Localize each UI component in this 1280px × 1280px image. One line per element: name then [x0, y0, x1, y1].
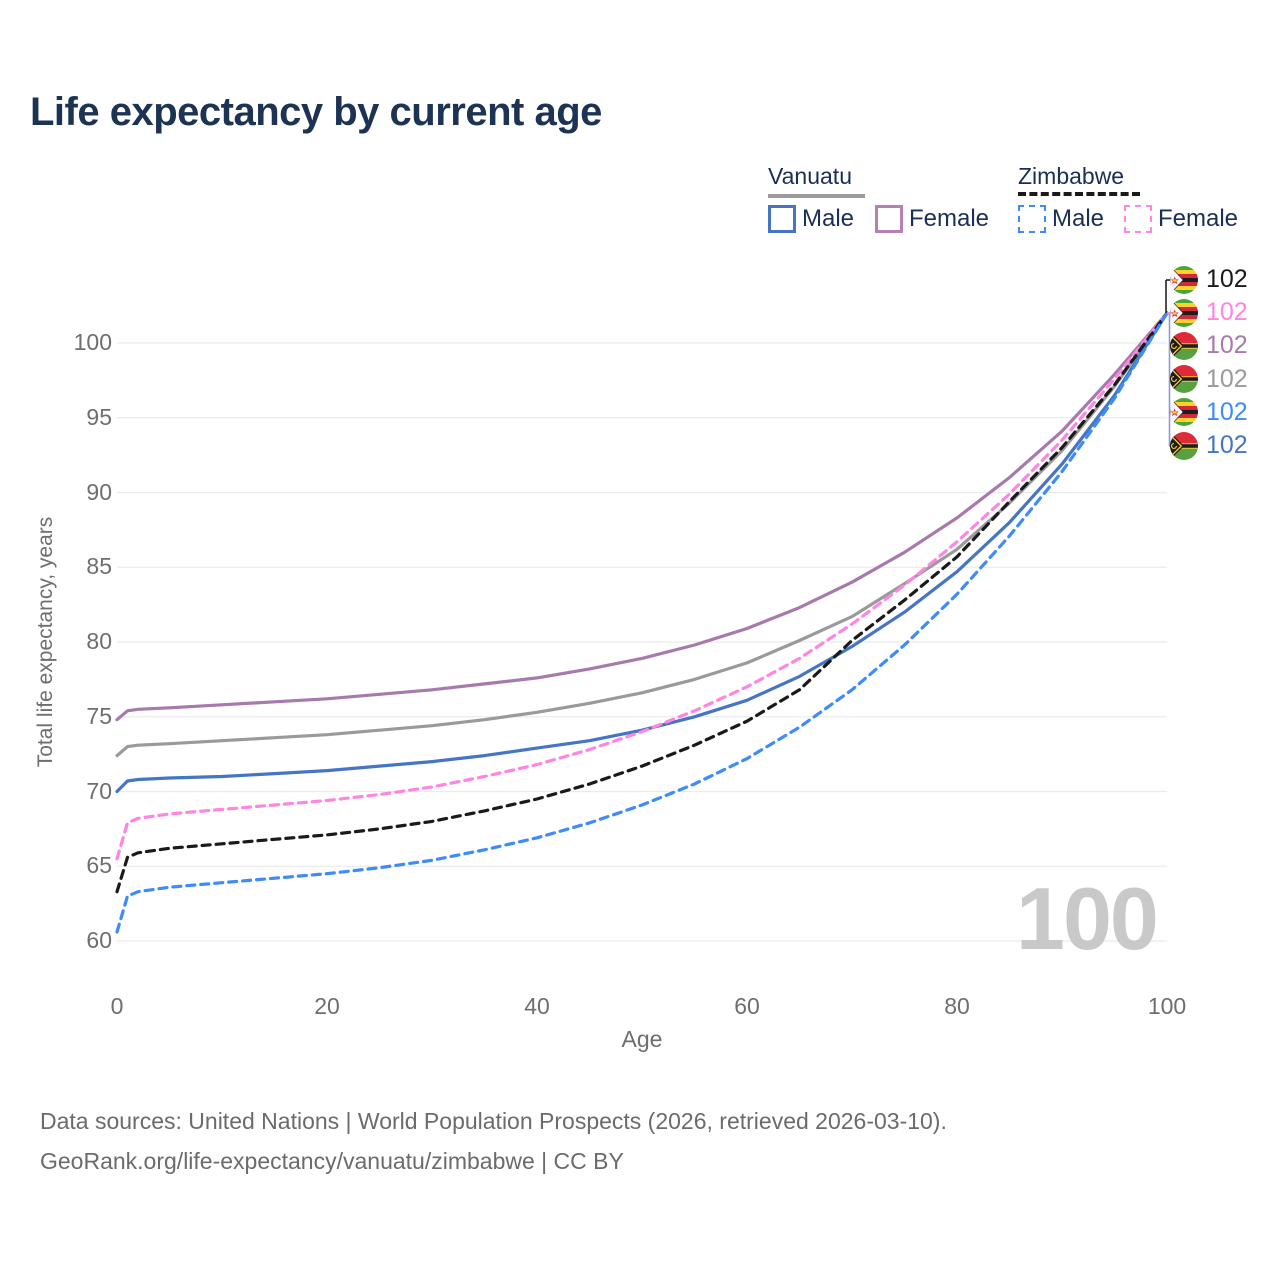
end-label-zimbabwe-4: 102 [1170, 398, 1248, 427]
y-tick-80: 80 [86, 628, 112, 654]
end-label-vanuatu-3: 102 [1170, 365, 1248, 394]
end-value: 102 [1206, 397, 1248, 426]
legend-item-label: Male [1052, 205, 1105, 232]
legend-item-zimbabwe-male[interactable]: Male [1018, 205, 1104, 233]
zimbabwe-male-checkbox[interactable] [1018, 205, 1046, 233]
vanuatu-male-checkbox[interactable] [768, 205, 796, 233]
end-value: 102 [1206, 331, 1248, 360]
attribution-link-text: GeoRank.org/life-expectancy/vanuatu/zimb… [40, 1148, 624, 1174]
y-tick-85: 85 [86, 553, 112, 580]
x-axis-title: Age [621, 1026, 663, 1052]
series-line-zimbabwe-female[interactable] [115, 311, 1169, 861]
y-tick-60: 60 [86, 927, 112, 953]
vanuatu-flag-icon [1170, 365, 1198, 394]
zimbabwe-flag-icon [1170, 398, 1198, 427]
series-line-vanuatu-male[interactable] [115, 311, 1169, 794]
x-tick-100: 100 [1147, 993, 1187, 1019]
y-tick-75: 75 [86, 702, 112, 729]
series-line-vanuatu-total[interactable] [115, 311, 1169, 758]
x-tick-20: 20 [314, 993, 340, 1019]
page-title: Life expectancy by current age [30, 90, 602, 134]
vanuatu-flag-icon [1170, 431, 1198, 460]
zimbabwe-female-checkbox[interactable] [1124, 205, 1152, 233]
end-label-zimbabwe-1: 102 [1170, 298, 1248, 327]
legend-vanuatu-solid-line-swatch [768, 194, 865, 198]
series-line-zimbabwe-total[interactable] [115, 311, 1169, 894]
legend-item-vanuatu-female[interactable]: Female [875, 205, 989, 233]
y-tick-95: 95 [86, 403, 112, 430]
zimbabwe-flag-icon [1170, 298, 1198, 327]
data-sources-text: Data sources: United Nations | World Pop… [40, 1108, 947, 1134]
legend-item-label: Female [909, 205, 990, 232]
legend-zimbabwe-dashed-line-swatch [1018, 192, 1140, 196]
y-tick-70: 70 [86, 777, 112, 804]
end-value: 102 [1206, 364, 1248, 393]
vanuatu-flag-icon [1170, 331, 1198, 360]
x-tick-40: 40 [524, 993, 550, 1019]
end-value: 102 [1206, 298, 1248, 327]
legend-group-zimbabwe-header[interactable]: Zimbabwe [1018, 163, 1125, 189]
end-label-zimbabwe-0: 102 [1170, 265, 1248, 294]
legend-item-label: Male [802, 205, 855, 232]
legend-item-vanuatu-male[interactable]: Male [768, 205, 854, 233]
end-label-vanuatu-2: 102 [1170, 331, 1248, 360]
x-tick-0: 0 [110, 993, 124, 1019]
x-tick-80: 80 [944, 993, 970, 1019]
series-line-vanuatu-female[interactable] [115, 311, 1169, 722]
x-tick-60: 60 [734, 993, 760, 1019]
series-line-zimbabwe-male[interactable] [115, 311, 1169, 934]
watermark-age-indicator: 100 [1016, 869, 1159, 968]
end-value: 102 [1206, 265, 1248, 293]
zimbabwe-flag-icon [1170, 265, 1198, 294]
vanuatu-female-checkbox[interactable] [875, 205, 903, 233]
end-value: 102 [1206, 431, 1248, 459]
legend-item-zimbabwe-female[interactable]: Female [1124, 205, 1238, 233]
y-tick-90: 90 [86, 478, 112, 505]
end-label-vanuatu-5: 102 [1170, 431, 1248, 460]
y-tick-100: 100 [73, 329, 112, 355]
legend-group-vanuatu-header[interactable]: Vanuatu [768, 163, 852, 189]
legend-item-label: Female [1158, 205, 1239, 232]
y-axis-title: Total life expectancy, years [34, 516, 57, 768]
y-tick-65: 65 [86, 852, 112, 879]
